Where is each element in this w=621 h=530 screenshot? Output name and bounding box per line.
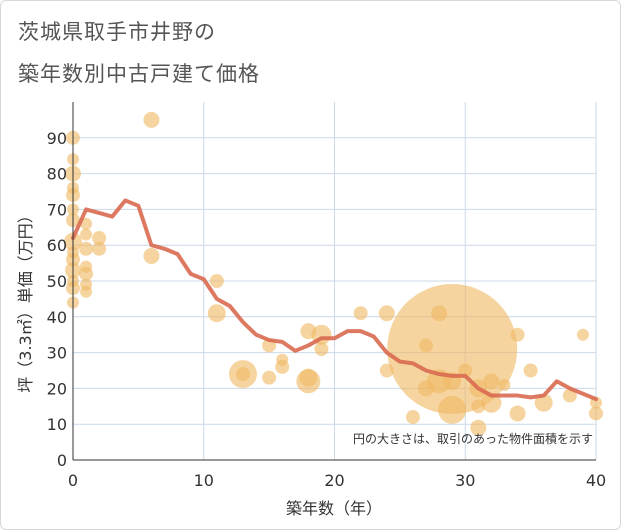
chart-title-line2: 築年数別中古戸建て価格: [18, 62, 260, 86]
data-bubble: [523, 363, 538, 378]
data-bubble: [405, 410, 420, 425]
data-bubble: [314, 342, 329, 357]
data-bubble: [275, 359, 290, 374]
data-bubble: [80, 228, 93, 241]
data-bubble: [92, 231, 107, 246]
data-bubble: [576, 328, 589, 341]
data-bubble: [296, 369, 321, 394]
data-bubble: [143, 247, 160, 264]
y-axis-label: 坪（3.3㎡）単価（万円）: [16, 207, 35, 392]
y-tick-label: 90: [47, 129, 67, 148]
data-bubble: [509, 405, 526, 422]
bubbles: [64, 111, 603, 436]
x-tick-label: 40: [586, 471, 606, 490]
data-bubble: [534, 393, 553, 412]
data-bubble: [79, 266, 94, 281]
data-bubble: [498, 378, 511, 391]
grid: [73, 102, 597, 460]
data-bubble: [481, 392, 502, 413]
data-bubble: [483, 373, 500, 390]
average-line: [71, 198, 598, 402]
x-axis-label: 築年数（年）: [286, 499, 382, 518]
data-bubble: [92, 241, 107, 256]
data-bubble: [262, 370, 277, 385]
data-bubble: [378, 305, 395, 322]
x-tick-label: 30: [455, 471, 475, 490]
y-tick-label: 60: [47, 236, 67, 255]
data-bubble: [438, 395, 467, 424]
data-bubble: [80, 285, 93, 298]
data-bubble: [209, 274, 224, 288]
y-tick-label: 10: [47, 415, 67, 434]
data-bubble: [79, 241, 94, 256]
y-tick-label: 30: [47, 344, 67, 363]
data-bubble: [470, 419, 487, 436]
y-tick-label: 0: [57, 451, 67, 470]
data-bubble: [235, 367, 250, 382]
data-bubble: [589, 406, 603, 421]
average-price-line: [71, 198, 598, 402]
data-bubble: [562, 388, 577, 403]
y-tick-label: 70: [47, 200, 67, 219]
x-tick-label: 10: [194, 471, 214, 490]
data-bubble: [510, 327, 525, 342]
y-tick-label: 40: [47, 308, 67, 327]
axes: 0 10 20 30 40 50 60 70 80 90 0 10 20 30 40: [47, 102, 606, 490]
x-tick-label: 0: [68, 471, 78, 490]
y-tick-label: 50: [47, 272, 67, 291]
y-tick-label: 20: [47, 379, 67, 398]
data-bubble: [143, 111, 160, 128]
data-bubble: [207, 304, 226, 323]
chart-title-line1: 茨城県取手市井野の: [18, 20, 216, 44]
data-bubble: [353, 306, 368, 321]
x-tick-label: 20: [324, 471, 344, 490]
y-tick-label: 80: [47, 165, 67, 184]
bubble-size-note: 円の大きさは、取引のあった物件面積を示す: [353, 431, 593, 446]
